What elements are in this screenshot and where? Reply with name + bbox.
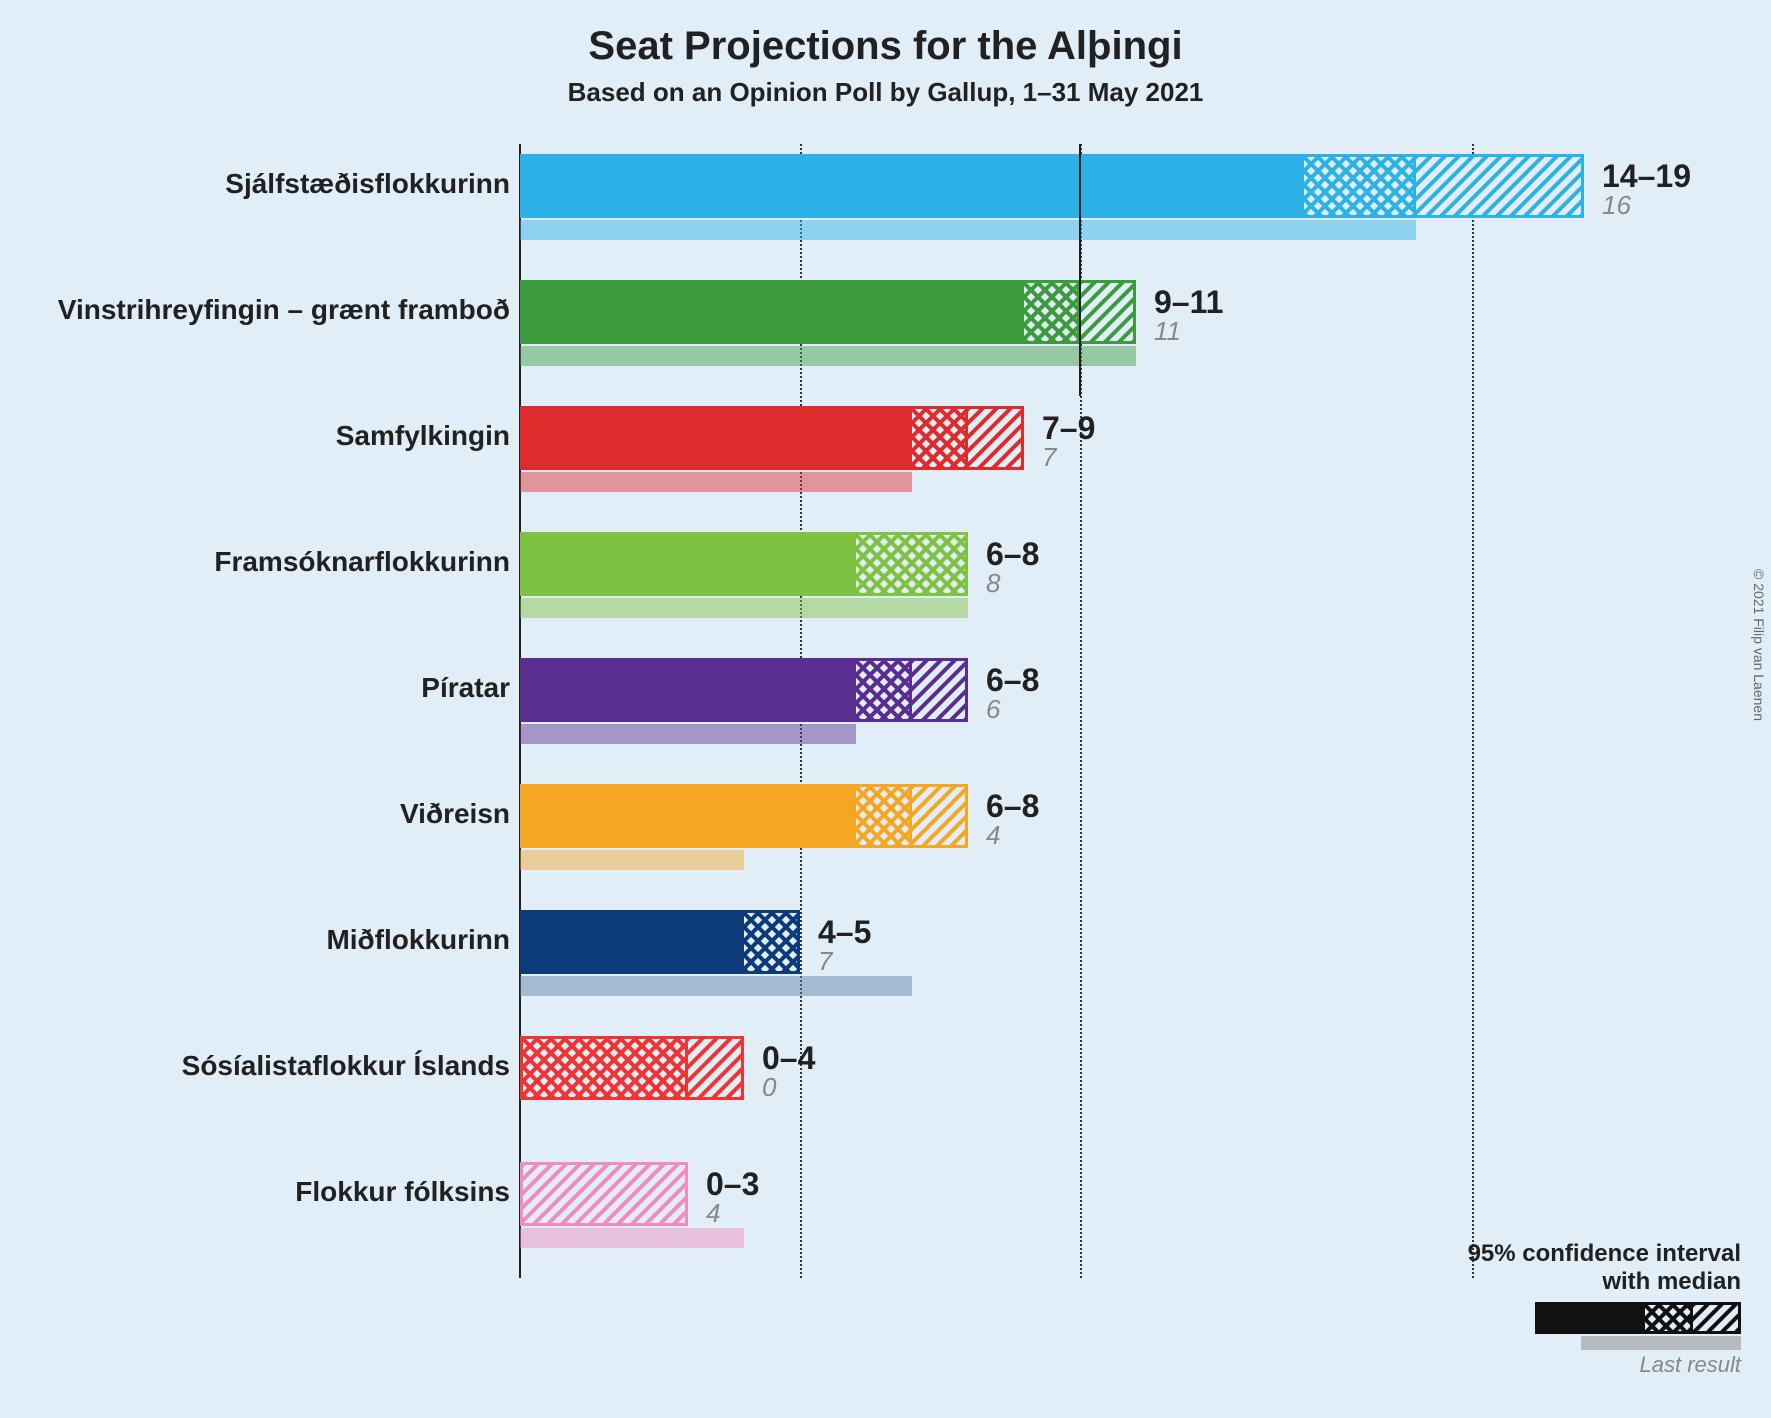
bar-crosshatch	[856, 784, 912, 848]
axis-tick	[519, 622, 521, 638]
bar-previous	[520, 598, 968, 618]
bar-solid	[520, 784, 856, 848]
prev-label: 6	[986, 694, 1000, 725]
bar-diagonal	[1416, 154, 1584, 218]
bar-crosshatch	[744, 910, 800, 974]
bar-previous	[520, 850, 744, 870]
axis-tick	[519, 748, 521, 764]
prev-label: 4	[986, 820, 1000, 851]
legend: 95% confidence interval with median Last…	[1468, 1240, 1741, 1378]
axis-tick	[519, 370, 521, 386]
bar-crosshatch	[1024, 280, 1080, 344]
bar-solid	[520, 532, 856, 596]
legend-title-1: 95% confidence interval	[1468, 1240, 1741, 1268]
bar-diagonal	[688, 1036, 744, 1100]
chart-title: Seat Projections for the Alþingi	[0, 24, 1771, 69]
legend-last-result: Last result	[1468, 1352, 1741, 1378]
prev-label: 0	[762, 1072, 776, 1103]
bar-diagonal	[912, 784, 968, 848]
prev-label: 8	[986, 568, 1000, 599]
party-label: Píratar	[421, 672, 510, 704]
party-label: Viðreisn	[400, 798, 510, 830]
axis-tick	[519, 1126, 521, 1142]
bar-solid	[520, 910, 744, 974]
bar-previous	[520, 472, 912, 492]
axis-tick	[519, 244, 521, 260]
party-label: Samfylkingin	[336, 420, 510, 452]
party-label: Framsóknarflokkurinn	[214, 546, 510, 578]
axis-tick	[519, 874, 521, 890]
bar-previous	[520, 220, 1416, 240]
bar-previous	[520, 724, 856, 744]
legend-prev-bar	[1468, 1336, 1741, 1350]
prev-label: 11	[1154, 316, 1181, 347]
bar-solid	[520, 154, 1304, 218]
party-label: Flokkur fólksins	[295, 1176, 510, 1208]
bar-crosshatch	[856, 658, 912, 722]
party-label: Vinstrihreyfingin – grænt framboð	[58, 294, 510, 326]
prev-label: 7	[1042, 442, 1056, 473]
bar-crosshatch	[856, 532, 968, 596]
bar-crosshatch	[1304, 154, 1416, 218]
axis-tick	[519, 1252, 521, 1268]
bar-solid	[520, 406, 912, 470]
bar-crosshatch	[520, 1036, 688, 1100]
chart-subtitle: Based on an Opinion Poll by Gallup, 1–31…	[0, 77, 1771, 108]
axis-tick	[519, 1000, 521, 1016]
bar-solid	[520, 280, 1024, 344]
prev-label: 16	[1602, 190, 1631, 221]
party-label: Miðflokkurinn	[326, 924, 510, 956]
reference-line	[1079, 144, 1081, 396]
legend-bar	[1468, 1302, 1741, 1334]
legend-title-2: with median	[1468, 1268, 1741, 1296]
bar-diagonal	[968, 406, 1024, 470]
bar-diagonal	[520, 1162, 688, 1226]
prev-label: 7	[818, 946, 832, 977]
prev-label: 4	[706, 1198, 720, 1229]
party-label: Sósíalistaflokkur Íslands	[182, 1050, 510, 1082]
chart-area: Sjálfstæðisflokkurinn14–1916Vinstrihreyf…	[520, 144, 1620, 1324]
bar-previous	[520, 976, 912, 996]
axis-tick	[519, 496, 521, 512]
copyright-text: © 2021 Filip van Laenen	[1751, 569, 1767, 721]
bar-diagonal	[912, 658, 968, 722]
bar-solid	[520, 658, 856, 722]
bar-previous	[520, 1228, 744, 1248]
bar-diagonal	[1080, 280, 1136, 344]
bar-previous	[520, 346, 1136, 366]
gridline	[1472, 144, 1474, 1278]
party-label: Sjálfstæðisflokkurinn	[225, 168, 510, 200]
bar-crosshatch	[912, 406, 968, 470]
